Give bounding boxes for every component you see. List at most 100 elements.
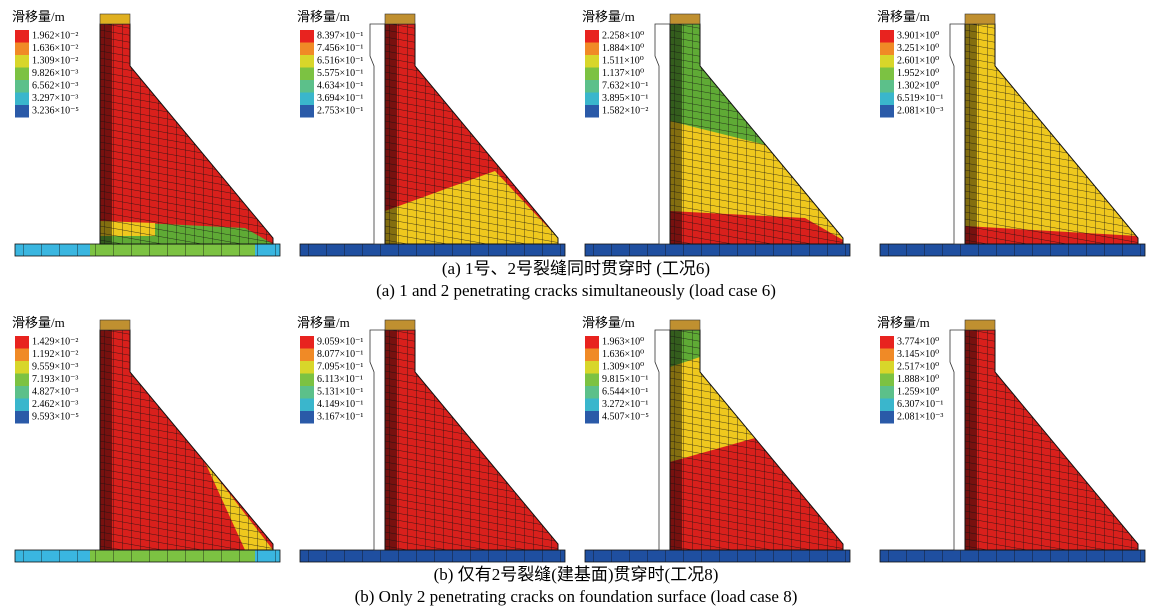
crest <box>385 320 415 330</box>
caption-zh: (a) 1号、2号裂缝同时贯穿时 (工况6) <box>442 259 710 278</box>
legend-swatch <box>300 374 314 387</box>
legend-label: 6.516×10⁻¹ <box>317 55 363 66</box>
legend-swatch <box>585 80 599 93</box>
legend-label: 2.601×10⁰ <box>897 55 939 66</box>
caption-en: (b) Only 2 penetrating cracks on foundat… <box>355 587 798 606</box>
legend-label: 1.511×10⁰ <box>602 55 644 66</box>
legend-label: 8.077×10⁻¹ <box>317 349 363 360</box>
legend-label: 1.192×10⁻² <box>32 349 78 360</box>
panel: 滑移量/m1.429×10⁻²1.192×10⁻²9.559×10⁻³7.193… <box>12 315 280 562</box>
legend-label: 9.815×10⁻¹ <box>602 374 648 385</box>
legend-swatch <box>585 349 599 362</box>
foundation <box>585 550 850 562</box>
legend-label: 7.632×10⁻¹ <box>602 80 648 91</box>
legend: 滑移量/m2.258×10⁰1.884×10⁰1.511×10⁰1.137×10… <box>582 9 648 118</box>
legend-swatch <box>880 336 894 349</box>
legend: 滑移量/m3.774×10⁰3.145×10⁰2.517×10⁰1.888×10… <box>877 315 943 424</box>
crest <box>670 14 700 24</box>
legend-swatch <box>300 399 314 412</box>
legend-title: 滑移量/m <box>12 9 65 24</box>
legend-label: 3.297×10⁻³ <box>32 93 78 104</box>
legend-swatch <box>880 30 894 43</box>
legend-swatch <box>15 93 29 106</box>
foundation-mesh <box>300 550 565 562</box>
legend-label: 1.582×10⁻² <box>602 105 648 116</box>
legend-swatch <box>300 361 314 374</box>
foundation <box>585 244 850 256</box>
legend-label: 6.113×10⁻¹ <box>317 374 363 385</box>
legend-swatch <box>300 349 314 362</box>
legend-label: 6.562×10⁻³ <box>32 80 78 91</box>
legend-label: 5.131×10⁻¹ <box>317 386 363 397</box>
legend: 滑移量/m3.901×10⁰3.251×10⁰2.601×10⁰1.952×10… <box>877 9 943 118</box>
legend-label: 3.774×10⁰ <box>897 336 939 347</box>
legend-swatch <box>585 399 599 412</box>
legend-swatch <box>15 374 29 387</box>
legend-label: 3.694×10⁻¹ <box>317 93 363 104</box>
legend-swatch <box>880 411 894 424</box>
legend-label: 3.167×10⁻¹ <box>317 411 363 422</box>
legend-label: 6.544×10⁻¹ <box>602 386 648 397</box>
foundation <box>15 550 280 562</box>
legend-title: 滑移量/m <box>297 9 350 24</box>
legend-label: 1.884×10⁰ <box>602 43 644 54</box>
legend-swatch <box>585 105 599 118</box>
legend-swatch <box>585 93 599 106</box>
legend-swatch <box>300 30 314 43</box>
crest <box>100 320 130 330</box>
legend-swatch <box>585 55 599 68</box>
panel: 滑移量/m1.962×10⁻²1.636×10⁻²1.309×10⁻²9.826… <box>12 9 280 256</box>
legend-swatch <box>15 55 29 68</box>
crest <box>385 14 415 24</box>
legend-label: 7.095×10⁻¹ <box>317 361 363 372</box>
upstream-outline <box>370 24 385 244</box>
legend-swatch <box>300 411 314 424</box>
upstream-outline <box>370 330 385 550</box>
legend-label: 1.429×10⁻² <box>32 336 78 347</box>
caption-en: (a) 1 and 2 penetrating cracks simultane… <box>376 281 776 300</box>
legend-swatch <box>880 105 894 118</box>
foundation <box>15 244 280 256</box>
upstream-outline <box>655 330 670 550</box>
legend: 滑移量/m1.429×10⁻²1.192×10⁻²9.559×10⁻³7.193… <box>12 315 79 424</box>
legend: 滑移量/m1.963×10⁰1.636×10⁰1.309×10⁰9.815×10… <box>582 315 649 424</box>
legend: 滑移量/m 8.397×10⁻¹ 7.456×10⁻¹6.516×10⁻¹ 5.575… <box>297 9 363 118</box>
legend-label: 1.309×10⁻² <box>32 55 78 66</box>
legend-swatch <box>585 386 599 399</box>
legend-label: 4.507×10⁻⁵ <box>602 411 649 422</box>
legend-swatch <box>585 411 599 424</box>
legend-label: 6.307×10⁻¹ <box>897 399 943 410</box>
foundation-mesh <box>880 550 1145 562</box>
legend-swatch <box>300 336 314 349</box>
upstream-outline <box>655 24 670 244</box>
upstream-outline <box>950 330 965 550</box>
legend: 滑移量/m9.059×10⁻¹8.077×10⁻¹7.095×10⁻¹6.113… <box>297 315 363 424</box>
legend-swatch <box>880 68 894 81</box>
legend-swatch <box>15 30 29 43</box>
legend-label: 3.895×10⁻¹ <box>602 93 648 104</box>
legend-label: 9.593×10⁻⁵ <box>32 411 79 422</box>
legend-label: 5.575×10⁻¹ <box>317 68 363 79</box>
legend-swatch <box>880 374 894 387</box>
legend-title: 滑移量/m <box>877 315 930 330</box>
legend-label: 7.456×10⁻¹ <box>317 43 363 54</box>
legend-label: 9.826×10⁻³ <box>32 68 78 79</box>
legend-label: 2.462×10⁻³ <box>32 399 78 410</box>
foundation <box>300 550 565 562</box>
legend-label: 1.888×10⁰ <box>897 374 939 385</box>
legend-label: 4.149×10⁻¹ <box>317 399 363 410</box>
legend-label: 1.302×10⁰ <box>897 80 939 91</box>
foundation-mesh <box>585 244 850 256</box>
legend-label: 3.145×10⁰ <box>897 349 939 360</box>
legend-label: 2.081×10⁻³ <box>897 105 943 116</box>
caption-zh: (b) 仅有2号裂缝(建基面)贯穿时(工况8) <box>434 565 719 584</box>
legend-swatch <box>880 80 894 93</box>
legend-label: 2.258×10⁰ <box>602 30 644 41</box>
legend-label: 1.963×10⁰ <box>602 336 644 347</box>
panel: 滑移量/m2.258×10⁰1.884×10⁰1.511×10⁰1.137×10… <box>582 9 850 256</box>
foundation <box>300 244 565 256</box>
legend-label: 4.827×10⁻³ <box>32 386 78 397</box>
legend-swatch <box>15 411 29 424</box>
legend-label: 8.397×10⁻¹ <box>317 30 363 41</box>
legend-label: 1.636×10⁰ <box>602 349 644 360</box>
